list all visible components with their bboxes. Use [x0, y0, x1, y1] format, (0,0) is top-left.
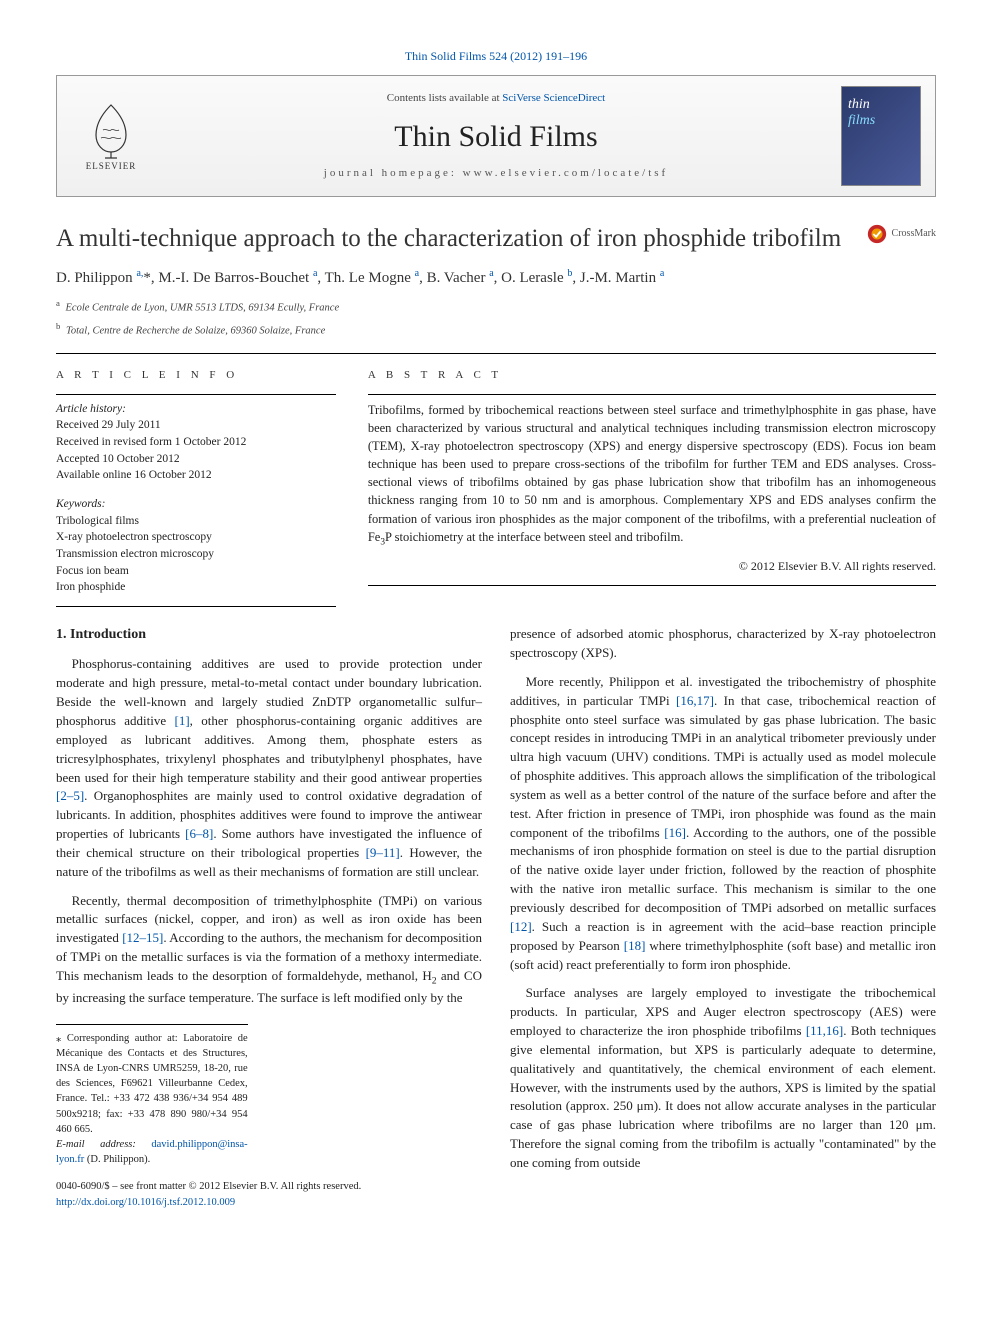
doi-link[interactable]: http://dx.doi.org/10.1016/j.tsf.2012.10.… — [56, 1197, 235, 1208]
body-paragraph: More recently, Philippon et al. investig… — [510, 673, 936, 975]
affil-text-a: Ecole Centrale de Lyon, UMR 5513 LTDS, 6… — [66, 303, 340, 314]
article-title: A multi-technique approach to the charac… — [56, 223, 841, 254]
history-item: Received in revised form 1 October 2012 — [56, 434, 336, 451]
journal-masthead: ELSEVIER Contents lists available at Sci… — [56, 75, 936, 197]
citation-ref[interactable]: [9–11] — [366, 845, 400, 860]
body-paragraph: Recently, thermal decomposition of trime… — [56, 892, 482, 1008]
citation-ref[interactable]: [16,17] — [676, 693, 714, 708]
keyword-item: X-ray photoelectron spectroscopy — [56, 529, 336, 546]
masthead-center: Contents lists available at SciVerse Sci… — [151, 91, 841, 182]
crossmark-label: CrossMark — [892, 227, 936, 242]
history-item: Available online 16 October 2012 — [56, 467, 336, 484]
footnote-text: Corresponding author at: Laboratoire de … — [56, 1033, 248, 1135]
title-row: A multi-technique approach to the charac… — [56, 223, 936, 266]
crossmark-badge[interactable]: CrossMark — [866, 223, 936, 245]
intro-heading: 1. Introduction — [56, 625, 482, 645]
body-paragraph: Phosphorus-containing additives are used… — [56, 655, 482, 881]
citation-ref[interactable]: [1] — [175, 713, 190, 728]
corresponding-footnote: ⁎ Corresponding author at: Laboratoire d… — [56, 1024, 248, 1168]
history-lines: Received 29 July 2011Received in revised… — [56, 417, 336, 484]
email-label: E-mail address: — [56, 1139, 136, 1150]
keyword-item: Iron phosphide — [56, 579, 336, 596]
elsevier-tree-icon — [81, 100, 141, 160]
history-label: Article history: — [56, 401, 336, 418]
keywords-label: Keywords: — [56, 496, 336, 513]
page-root: Thin Solid Films 524 (2012) 191–196 ELSE… — [0, 0, 992, 1250]
contents-prefix: Contents lists available at — [387, 92, 502, 104]
citation-ref[interactable]: [6–8] — [185, 826, 213, 841]
citation-ref[interactable]: [11,16] — [806, 1023, 843, 1038]
affiliation-a: a Ecole Centrale de Lyon, UMR 5513 LTDS,… — [56, 297, 936, 316]
history-item: Received 29 July 2011 — [56, 417, 336, 434]
body-columns: 1. Introduction Phosphorus-containing ad… — [56, 625, 936, 1210]
affil-marker-a: a — [56, 298, 60, 308]
scidirect-link[interactable]: SciVerse ScienceDirect — [502, 92, 605, 104]
keywords-lines: Tribological filmsX-ray photoelectron sp… — [56, 513, 336, 596]
keyword-item: Focus ion beam — [56, 563, 336, 580]
contents-line: Contents lists available at SciVerse Sci… — [151, 91, 841, 107]
info-bottom-divider — [56, 606, 336, 607]
citation-ref[interactable]: [12] — [510, 919, 532, 934]
keyword-item: Transmission electron microscopy — [56, 546, 336, 563]
journal-cover-thumb: thin films — [841, 86, 921, 186]
article-info-heading: A R T I C L E I N F O — [56, 368, 336, 384]
journal-title: Thin Solid Films — [151, 115, 841, 159]
elsevier-logo: ELSEVIER — [71, 91, 151, 181]
abstract-bottom-divider — [368, 585, 936, 586]
body-paragraph: presence of adsorbed atomic phosphorus, … — [510, 625, 936, 663]
history-item: Accepted 10 October 2012 — [56, 451, 336, 468]
affil-text-b: Total, Centre de Recherche de Solaize, 6… — [66, 326, 325, 337]
info-abstract-row: A R T I C L E I N F O Article history: R… — [56, 368, 936, 607]
abstract-heading: A B S T R A C T — [368, 368, 936, 384]
footer-line1: 0040-6090/$ – see front matter © 2012 El… — [56, 1181, 361, 1192]
abstract-col: A B S T R A C T Tribofilms, formed by tr… — [368, 368, 936, 607]
keyword-item: Tribological films — [56, 513, 336, 530]
affiliation-b: b Total, Centre de Recherche de Solaize,… — [56, 320, 936, 339]
info-divider — [56, 394, 336, 395]
cover-text-2: films — [848, 111, 875, 131]
footnote-star: ⁎ — [56, 1033, 61, 1044]
citation-ref[interactable]: [18] — [624, 938, 646, 953]
abstract-copyright: © 2012 Elsevier B.V. All rights reserved… — [368, 558, 936, 575]
author-list: D. Philippon a,*, M.-I. De Barros-Bouche… — [56, 267, 936, 290]
article-info-col: A R T I C L E I N F O Article history: R… — [56, 368, 336, 607]
abstract-text: Tribofilms, formed by tribochemical reac… — [368, 401, 936, 550]
citation-ref[interactable]: [12–15] — [122, 930, 163, 945]
article-citation-link: Thin Solid Films 524 (2012) 191–196 — [56, 48, 936, 65]
crossmark-icon — [866, 223, 888, 245]
citation-ref[interactable]: [16] — [664, 825, 686, 840]
email-suffix: (D. Philippon). — [87, 1154, 150, 1165]
journal-homepage: journal homepage: www.elsevier.com/locat… — [151, 166, 841, 182]
abstract-divider — [368, 394, 936, 395]
affil-marker-b: b — [56, 321, 60, 331]
citation-ref[interactable]: [2–5] — [56, 788, 84, 803]
body-paragraph: Surface analyses are largely employed to… — [510, 984, 936, 1172]
divider-top — [56, 353, 936, 354]
footer-copyright: 0040-6090/$ – see front matter © 2012 El… — [56, 1179, 482, 1209]
citation-link[interactable]: Thin Solid Films 524 (2012) 191–196 — [405, 49, 587, 63]
elsevier-label: ELSEVIER — [86, 160, 137, 173]
